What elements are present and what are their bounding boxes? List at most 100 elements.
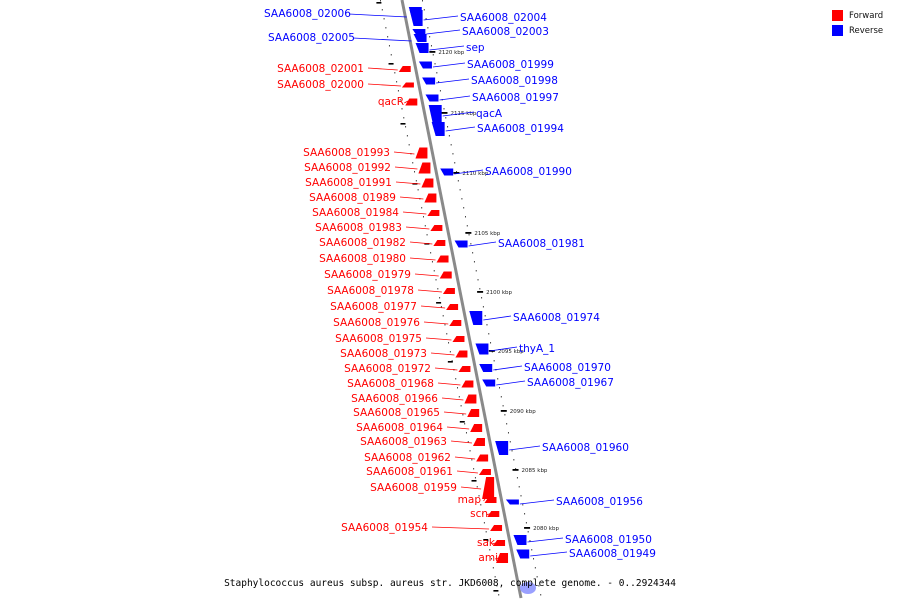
forward-feature[interactable]: SAA6008_02000 (277, 79, 414, 91)
forward-feature[interactable]: map (458, 494, 497, 506)
forward-label: SAA6008_01972 (344, 363, 431, 375)
forward-feature[interactable]: SAA6008_01979 (324, 269, 452, 281)
reverse-feature[interactable]: SAA6008_01994 (431, 122, 565, 136)
forward-feature[interactable]: qacR (378, 96, 418, 108)
reverse-label: SAA6008_02004 (460, 12, 547, 24)
forward-arrow (467, 409, 480, 417)
guide-dot (477, 279, 479, 281)
forward-feature[interactable]: SAA6008_01963 (360, 436, 485, 448)
forward-feature[interactable]: SAA6008_01959 (370, 477, 495, 499)
guide-dot (457, 180, 459, 182)
forward-feature[interactable]: SAA6008_01992 (304, 162, 431, 174)
reverse-feature[interactable]: SAA6008_01949 (516, 548, 656, 560)
forward-feature[interactable]: SAA6008_01978 (327, 285, 455, 297)
guide-dot (405, 126, 407, 128)
forward-feature[interactable]: SAA6008_01961 (366, 466, 491, 478)
guide-dot (475, 270, 477, 272)
forward-label: SAA6008_01992 (304, 162, 391, 174)
reverse-feature[interactable]: SAA6008_02004 (409, 10, 548, 26)
forward-label: SAA6008_01982 (319, 237, 406, 249)
reverse-feature[interactable]: SAA6008_01967 (482, 377, 614, 389)
reverse-feature[interactable]: thyA_1 (475, 343, 555, 355)
leader-line (494, 556, 503, 560)
forward-feature[interactable]: scn (470, 508, 500, 520)
forward-feature[interactable]: SAA6008_01966 (351, 393, 477, 405)
guide-dot (439, 90, 441, 92)
reverse-feature[interactable]: sep (415, 42, 485, 54)
guide-dot (527, 531, 529, 533)
leader-line (496, 380, 526, 386)
reverse-arrow (413, 34, 427, 42)
guide-dot (426, 234, 428, 236)
forward-feature[interactable]: SAA6008_01991 (305, 177, 434, 189)
guide-dot (449, 351, 451, 353)
tick-label: 2085 kbp (522, 468, 548, 474)
forward-arrow (442, 288, 455, 294)
forward-feature[interactable]: SAA6008_01993 (303, 147, 428, 159)
guide-dot (515, 468, 517, 470)
forward-label: SAA6008_01984 (312, 207, 399, 219)
reverse-label: SAA6008_01949 (569, 548, 656, 560)
reverse-feature[interactable]: SAA6008_01960 (495, 441, 629, 455)
forward-feature[interactable]: SAA6008_01973 (340, 348, 468, 360)
forward-arrow (424, 193, 437, 203)
forward-feature[interactable]: SAA6008_01982 (319, 237, 446, 249)
forward-feature[interactable]: SAA6008_01954 (341, 522, 503, 534)
forward-feature[interactable]: ami (478, 552, 509, 564)
leader-line (399, 196, 424, 200)
forward-feature[interactable]: SAA6008_01968 (347, 378, 474, 390)
forward-feature[interactable]: SAA6008_01975 (335, 333, 465, 345)
legend-forward: Forward (832, 8, 892, 23)
leader-line (437, 382, 461, 386)
reverse-arrow (516, 549, 530, 559)
forward-feature[interactable]: SAA6008_02001 (277, 63, 411, 75)
forward-feature[interactable]: SAA6008_01962 (364, 452, 489, 464)
forward-feature[interactable]: SAA6008_01977 (330, 301, 459, 313)
forward-feature[interactable]: SAA6008_01984 (312, 207, 440, 219)
reverse-feature[interactable]: SAA6008_01999 (418, 59, 554, 71)
guide-dot (480, 504, 482, 506)
guide-dot (471, 459, 473, 461)
leader-line (483, 315, 512, 321)
reverse-feature[interactable]: SAA6008_01990 (440, 166, 572, 178)
guide-dot (483, 522, 485, 524)
forward-feature[interactable]: SAA6008_01965 (353, 407, 480, 419)
forward-feature[interactable]: SAA6008_01964 (356, 422, 483, 434)
reverse-feature[interactable]: SAA6008_02006 (264, 7, 422, 21)
reverse-label: SAA6008_01967 (527, 377, 614, 389)
reverse-label: thyA_1 (519, 343, 555, 355)
forward-arrow (484, 497, 497, 503)
guide-dot (440, 306, 442, 308)
forward-feature[interactable]: SAA6008_01976 (333, 317, 462, 329)
forward-feature[interactable]: SAA6008_01989 (309, 192, 437, 204)
forward-arrow (439, 271, 452, 279)
forward-feature[interactable]: SAA6008_01983 (315, 222, 443, 234)
guide-dot (467, 441, 469, 443)
guide-dot (464, 423, 466, 425)
reverse-feature[interactable]: qacA (428, 105, 503, 123)
forward-feature[interactable]: SAA6008_01980 (319, 253, 449, 265)
reverse-feature[interactable]: SAA6008_01998 (422, 75, 558, 87)
reverse-feature[interactable]: SAA6008_01950 (513, 534, 652, 546)
guide-dot (493, 360, 495, 362)
reverse-feature[interactable]: SAA6008_01997 (425, 92, 559, 104)
reverse-feature[interactable]: SAA6008_01981 (454, 238, 585, 250)
leader-line (460, 486, 482, 490)
reverse-feature[interactable]: SAA6008_01956 (505, 496, 643, 508)
guide-dot (417, 189, 419, 191)
forward-feature[interactable]: SAA6008_01972 (344, 363, 471, 375)
guide-dot (424, 225, 426, 227)
major-tick (512, 469, 519, 471)
reverse-feature[interactable]: SAA6008_02003 (412, 26, 549, 38)
reverse-feature[interactable]: SAA6008_01974 (469, 311, 600, 325)
guide-dot (383, 18, 385, 20)
guide-dot (486, 324, 488, 326)
leader-line (442, 111, 475, 117)
guide-dot (469, 450, 471, 452)
reverse-feature[interactable]: SAA6008_01970 (479, 362, 611, 374)
guide-dot (430, 45, 432, 47)
reverse-label: SAA6008_01994 (477, 123, 564, 135)
reverse-feature[interactable]: SAA6008_02005 (268, 32, 427, 44)
forward-feature[interactable]: sak (477, 537, 506, 549)
forward-arrow (418, 162, 431, 174)
